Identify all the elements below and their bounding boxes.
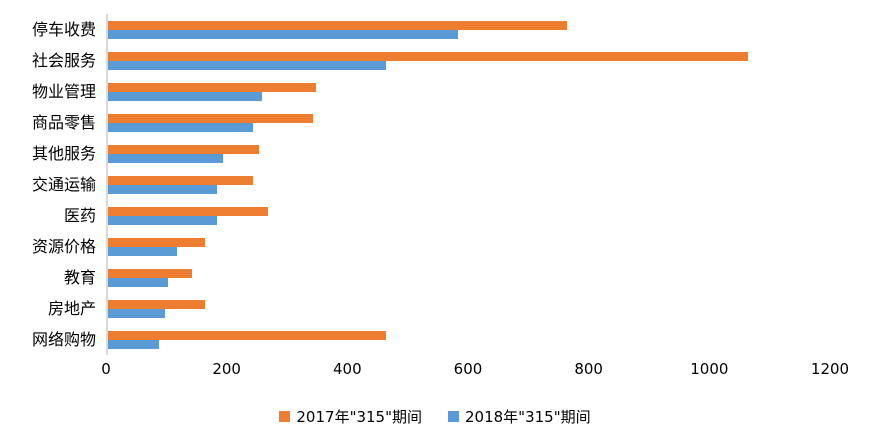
category-row: 社会服务 <box>0 45 870 76</box>
bar-2018年 <box>108 246 178 256</box>
x-axis: 0 200 400 600 800 1000 1200 <box>101 360 849 380</box>
bar-2017年 <box>108 268 193 278</box>
category-label: 医药 <box>63 205 96 225</box>
bar-group <box>106 14 832 45</box>
bar-2017年 <box>108 20 567 30</box>
bar-2017年 <box>108 82 317 92</box>
bar-group <box>106 138 832 169</box>
bar-group <box>106 200 832 231</box>
category-label: 社会服务 <box>31 50 96 70</box>
bar-group <box>106 324 832 355</box>
bar-2018年 <box>108 215 217 225</box>
x-tick-label: 800 <box>574 360 603 378</box>
category-row: 医药 <box>0 200 870 231</box>
category-row: 网络购物 <box>0 324 870 355</box>
chart-rows: 停车收费社会服务物业管理商品零售其他服务交通运输医药资源价格教育房地产网络购物 <box>0 14 870 355</box>
x-tick-label: 400 <box>333 360 362 378</box>
bar-2017年 <box>108 330 386 340</box>
x-tick-label: 600 <box>453 360 483 378</box>
bar-2018年 <box>108 277 169 287</box>
category-row: 资源价格 <box>0 231 870 262</box>
bar-2018年 <box>108 184 217 194</box>
bar-2017年 <box>108 237 205 247</box>
bar-2017年 <box>108 51 748 61</box>
category-row: 交通运输 <box>0 169 870 200</box>
bar-2018年 <box>108 153 223 163</box>
legend-label: 2018年"315"期间 <box>465 408 591 426</box>
category-label: 商品零售 <box>31 112 96 132</box>
bar-group <box>106 107 832 138</box>
x-tick-label: 1000 <box>690 360 729 378</box>
legend-label: 2017年"315"期间 <box>296 408 422 426</box>
category-label: 交通运输 <box>31 174 96 194</box>
category-row: 其他服务 <box>0 138 870 169</box>
bar-group <box>106 76 832 107</box>
category-row: 物业管理 <box>0 76 870 107</box>
legend-swatch-icon <box>448 411 459 422</box>
bar-2018年 <box>108 29 458 39</box>
category-label: 物业管理 <box>31 81 96 101</box>
category-label: 教育 <box>63 267 96 287</box>
category-row: 教育 <box>0 262 870 293</box>
category-label: 房地产 <box>47 298 96 318</box>
bar-2017年 <box>108 206 268 216</box>
bar-2018年 <box>108 339 160 349</box>
bar-2018年 <box>108 122 253 132</box>
bar-2018年 <box>108 308 166 318</box>
bar-group <box>106 231 832 262</box>
bar-group <box>106 169 832 200</box>
category-row: 停车收费 <box>0 14 870 45</box>
x-tick-label: 0 <box>101 360 111 378</box>
category-label: 其他服务 <box>31 143 96 163</box>
bar-2017年 <box>108 113 314 123</box>
bar-2017年 <box>108 175 253 185</box>
bar-group <box>106 262 832 293</box>
bar-2018年 <box>108 91 262 101</box>
legend-item: 2018年"315"期间 <box>448 406 591 427</box>
bar-group <box>106 293 832 324</box>
category-label: 网络购物 <box>31 329 96 349</box>
bar-2018年 <box>108 60 386 70</box>
category-row: 商品零售 <box>0 107 870 138</box>
chart-legend: 2017年"315"期间 2018年"315"期间 <box>0 406 870 427</box>
bar-2017年 <box>108 144 259 154</box>
legend-swatch-icon <box>279 411 291 422</box>
bar-2017年 <box>108 299 205 309</box>
category-label: 资源价格 <box>31 236 96 256</box>
legend-item: 2017年"315"期间 <box>279 406 422 427</box>
category-row: 房地产 <box>0 293 870 324</box>
x-tick-label: 200 <box>212 360 241 378</box>
bar-group <box>106 45 832 76</box>
x-tick-label: 1200 <box>810 360 850 378</box>
category-label: 停车收费 <box>31 19 96 39</box>
